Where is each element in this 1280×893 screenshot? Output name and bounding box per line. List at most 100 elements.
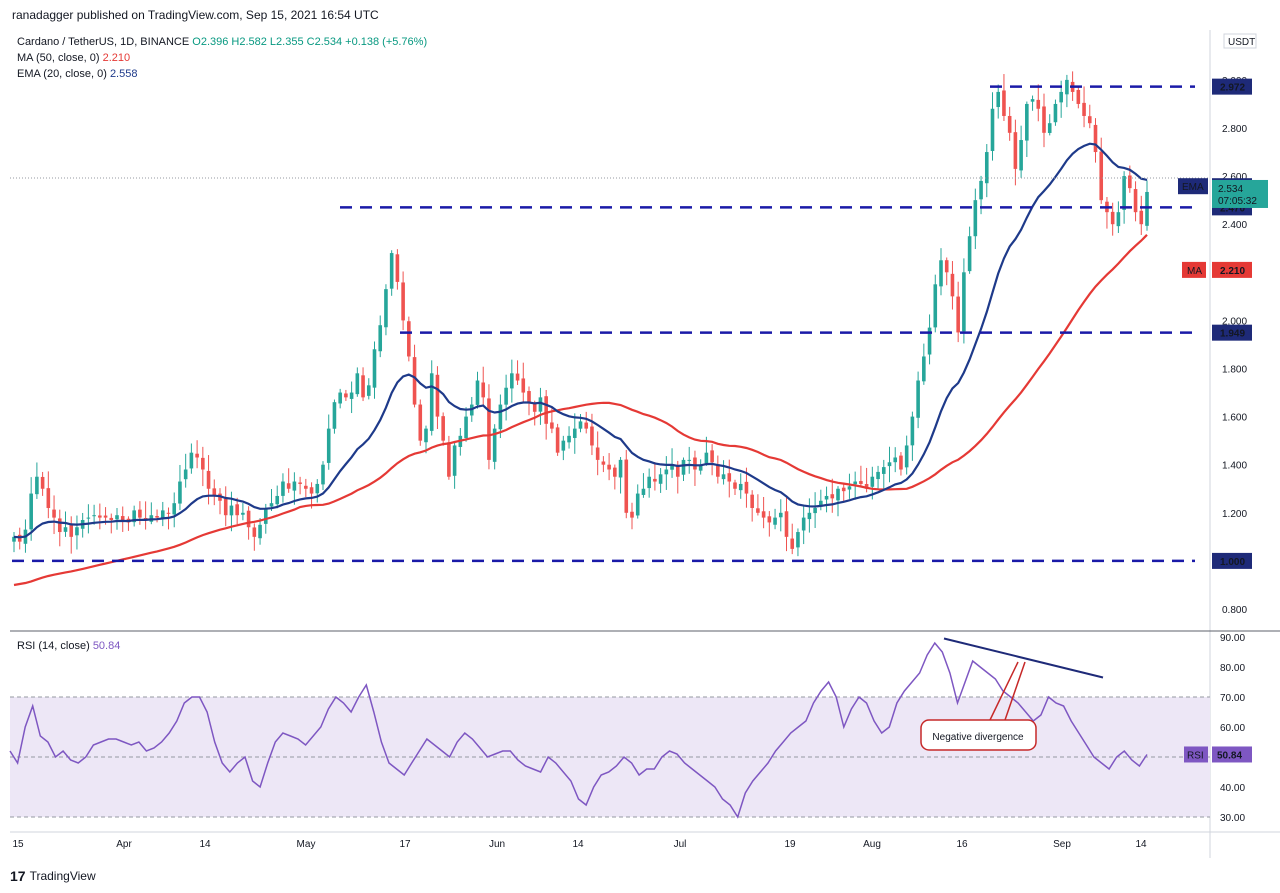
candle-body — [572, 428, 577, 438]
candle-body — [69, 524, 74, 537]
rsi-line — [9, 641, 1148, 819]
candle-body — [40, 476, 45, 489]
candle-body — [922, 356, 926, 382]
candle-body — [584, 422, 589, 429]
candle-body — [984, 152, 989, 184]
rsi-label: RSI (14, close) — [17, 640, 90, 652]
ema-label: EMA (20, close, 0) — [17, 68, 107, 80]
candle-body — [120, 516, 125, 521]
candle-body — [853, 481, 857, 485]
rsi-tick-label: 60.00 — [1220, 723, 1245, 734]
candle-body — [1053, 103, 1058, 123]
price-tick-label: 1.400 — [1222, 461, 1247, 472]
candle-body — [830, 494, 835, 499]
candle-body — [510, 373, 514, 389]
candle-body — [893, 457, 898, 463]
candle-body — [1065, 79, 1069, 95]
tradingview-logo-icon[interactable]: 17 — [10, 868, 26, 884]
footer-logo-text[interactable]: TradingView — [29, 869, 96, 883]
divergence-trendline — [943, 637, 1104, 679]
symbol-name[interactable]: Cardano / TetherUS, 1D, BINANCE — [17, 36, 190, 48]
ohlc-values: O2.396 H2.582 L2.355 C2.534 +0.138 (+5.7… — [192, 36, 428, 48]
candle-body — [258, 524, 262, 539]
level-price-label: 1.949 — [1220, 329, 1245, 340]
candle-body — [155, 516, 159, 518]
candle-body — [607, 464, 611, 470]
candle-body — [1122, 176, 1126, 210]
ma-tag-label: MA — [1187, 266, 1202, 277]
ma50-line — [13, 234, 1148, 587]
price-tick-label: 1.600 — [1222, 413, 1247, 424]
time-tick-label: 17 — [399, 839, 411, 850]
candle-body — [401, 282, 405, 321]
candle-body — [183, 469, 188, 480]
candle-body — [641, 488, 646, 495]
candle-body — [223, 498, 228, 516]
candle-body — [86, 517, 91, 519]
candle-body — [103, 515, 108, 518]
candle-body — [756, 508, 760, 513]
candle-body — [790, 538, 795, 549]
candle-body — [429, 373, 434, 431]
candle-body — [321, 464, 325, 485]
candle-body — [172, 503, 177, 515]
candle-body — [979, 180, 983, 200]
unit-label: USDT — [1228, 37, 1255, 48]
candle-body — [1013, 132, 1018, 169]
candle-body — [292, 481, 297, 491]
rsi-band — [10, 697, 1210, 817]
candle-body — [916, 380, 920, 418]
candle-body — [298, 482, 302, 484]
candle-body — [744, 481, 749, 494]
candle-body — [1030, 99, 1035, 102]
ma-value: 2.210 — [102, 52, 131, 64]
footer: 17 TradingView — [10, 868, 96, 884]
level-price-label: 1.000 — [1220, 557, 1245, 568]
rsi-legend[interactable]: RSI (14, close) 50.84 — [17, 640, 120, 652]
candle-body — [859, 481, 863, 484]
candle-body — [447, 442, 451, 477]
candle-body — [904, 445, 909, 468]
candle-body — [63, 527, 68, 532]
ma-legend[interactable]: MA (50, close, 0) 2.210 — [17, 50, 427, 66]
candle-body — [538, 397, 543, 412]
rsi-tag-label: RSI — [1187, 750, 1204, 761]
candle-body — [515, 373, 520, 381]
candle-body — [939, 260, 943, 287]
time-tick-label: 15 — [12, 839, 24, 850]
candle-body — [481, 382, 486, 398]
level-price-badge — [1212, 78, 1252, 95]
candle-body — [887, 462, 892, 467]
annotation-box — [920, 719, 1037, 751]
ema-legend[interactable]: EMA (20, close, 0) 2.558 — [17, 66, 427, 82]
candle-body — [1002, 90, 1006, 116]
candle-body — [841, 487, 846, 492]
candle-body — [658, 474, 663, 484]
candle-body — [693, 457, 697, 470]
rsi-tick-label: 30.00 — [1220, 813, 1245, 824]
candle-body — [166, 512, 171, 514]
candle-body — [927, 327, 932, 355]
candle-body — [698, 464, 703, 471]
candle-body — [504, 387, 508, 405]
rsi-price-label: 50.84 — [1217, 750, 1242, 761]
candle-body — [424, 428, 428, 443]
candle-body — [281, 481, 285, 496]
last-price-badge — [1212, 179, 1268, 208]
candle-body — [1082, 102, 1086, 116]
time-tick-label: May — [297, 839, 316, 850]
price-tick-label: 2.800 — [1222, 124, 1247, 135]
level-price-badge — [1212, 552, 1252, 569]
candle-body — [212, 488, 217, 496]
candle-body — [910, 416, 915, 446]
candle-body — [1007, 115, 1012, 133]
candle-body — [160, 510, 165, 518]
candle-body — [670, 464, 674, 470]
candle-body — [567, 435, 571, 443]
candle-body — [613, 467, 617, 477]
candle-body — [435, 374, 440, 417]
candle-body — [1116, 212, 1121, 227]
candle-body — [1047, 123, 1052, 133]
candle-body — [836, 488, 840, 501]
